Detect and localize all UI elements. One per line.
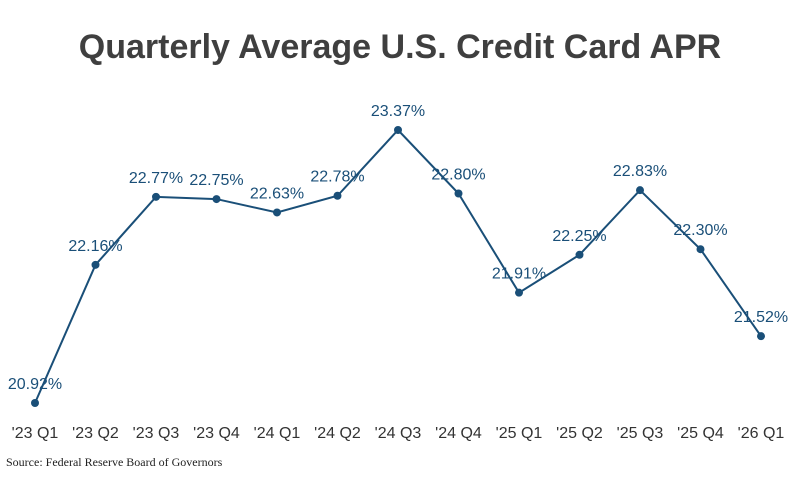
x-tick-label: '24 Q4 (435, 425, 482, 442)
data-label: 23.37% (371, 103, 425, 120)
x-tick-label: '25 Q4 (677, 425, 724, 442)
data-point (212, 195, 221, 204)
x-tick-label: '23 Q1 (12, 425, 59, 442)
data-label: 22.75% (189, 172, 243, 189)
x-tick-label: '23 Q4 (193, 425, 240, 442)
data-point (636, 186, 644, 195)
data-label: 20.92% (8, 376, 62, 393)
data-point (333, 191, 342, 200)
data-label: 22.25% (552, 228, 606, 245)
x-tick-label: '24 Q1 (254, 425, 301, 442)
x-tick-label: '25 Q3 (617, 425, 664, 442)
data-point (273, 208, 281, 217)
data-point (696, 245, 705, 254)
x-tick-label: '25 Q1 (496, 425, 543, 442)
data-label: 22.63% (250, 185, 304, 202)
data-point (152, 192, 160, 201)
data-point (91, 260, 100, 269)
data-label: 22.83% (613, 163, 667, 180)
data-label: 22.30% (673, 222, 727, 239)
source-note: Source: Federal Reserve Board of Governo… (6, 455, 223, 469)
data-label: 22.16% (68, 238, 122, 255)
data-label: 22.80% (431, 167, 485, 184)
chart-title: Quarterly Average U.S. Credit Card APR (78, 28, 722, 66)
data-point (454, 189, 463, 198)
x-tick-label: '24 Q2 (314, 425, 361, 442)
data-point (575, 250, 584, 259)
data-point (515, 288, 523, 297)
data-label: 22.78% (310, 169, 364, 186)
x-tick-label: '25 Q2 (556, 425, 603, 442)
data-point (394, 126, 402, 134)
data-point (31, 399, 39, 407)
data-label: 21.52% (734, 309, 788, 326)
data-point (757, 332, 765, 341)
data-label: 22.77% (129, 170, 183, 187)
data-label: 21.91% (492, 266, 546, 283)
x-tick-label: '23 Q2 (72, 425, 119, 442)
x-tick-label: '24 Q3 (375, 425, 422, 442)
x-tick-label: '26 Q1 (738, 425, 785, 442)
x-tick-label: '23 Q3 (133, 425, 180, 442)
